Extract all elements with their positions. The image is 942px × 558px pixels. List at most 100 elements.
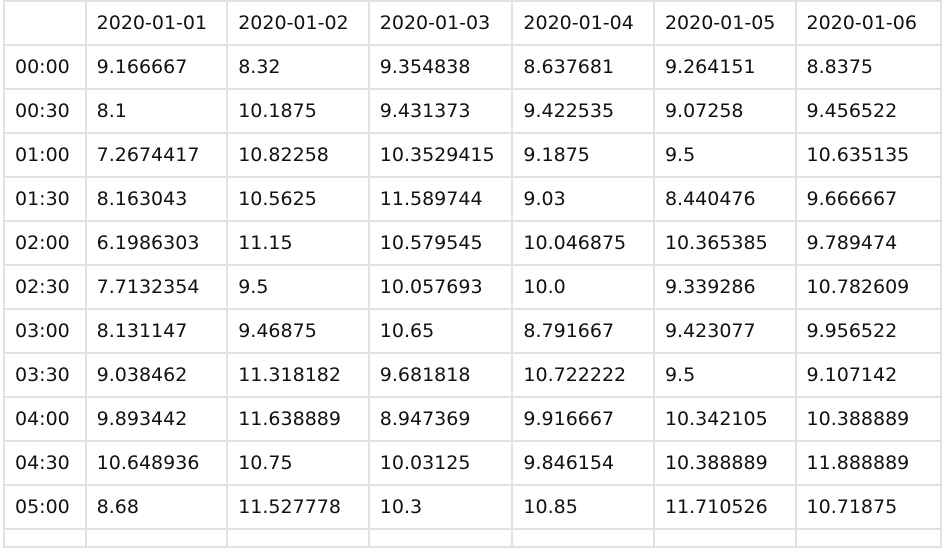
header-row: 2020-01-01 2020-01-02 2020-01-03 2020-01… xyxy=(3,0,942,46)
table-cell: 10.782609 xyxy=(794,264,942,310)
table-cell: 9.038462 xyxy=(84,352,229,398)
table-cell: 9.5 xyxy=(226,264,370,310)
table-cell: 11.527778 xyxy=(226,484,370,530)
table-cell: 9.5 xyxy=(652,132,797,178)
table-cell: 9.264151 xyxy=(652,44,797,90)
table-row: 02:30 7.7132354 9.5 10.057693 10.0 9.339286 10… xyxy=(3,264,942,310)
row-label: 01:00 xyxy=(3,132,87,178)
table-cell-empty xyxy=(3,528,87,548)
table-cell: 9.893442 xyxy=(84,396,229,442)
column-header: 2020-01-02 xyxy=(226,0,370,46)
row-label: 01:30 xyxy=(3,176,87,222)
table-cell: 9.666667 xyxy=(794,176,942,222)
table-cell: 10.5625 xyxy=(226,176,370,222)
table-cell: 10.3 xyxy=(367,484,514,530)
column-header: 2020-01-05 xyxy=(652,0,797,46)
table-cell: 11.318182 xyxy=(226,352,370,398)
row-label: 02:00 xyxy=(3,220,87,266)
table-cell: 10.03125 xyxy=(367,440,514,486)
table-cell: 9.423077 xyxy=(652,308,797,354)
table-cell: 9.681818 xyxy=(367,352,514,398)
row-label: 03:00 xyxy=(3,308,87,354)
table-cell: 10.046875 xyxy=(511,220,655,266)
table-cell: 8.68 xyxy=(84,484,229,530)
table-cell: 9.916667 xyxy=(511,396,655,442)
table-cell: 9.456522 xyxy=(794,88,942,134)
table-cell: 10.648936 xyxy=(84,440,229,486)
table-cell: 11.589744 xyxy=(367,176,514,222)
table-row: 05:00 8.68 11.527778 10.3 10.85 11.710526 10.7… xyxy=(3,484,942,530)
table-cell: 9.354838 xyxy=(367,44,514,90)
row-label: 04:00 xyxy=(3,396,87,442)
table-cell: 10.3529415 xyxy=(367,132,514,178)
table-cell-empty xyxy=(511,528,655,548)
table-cell-empty xyxy=(367,528,514,548)
table-cell: 9.956522 xyxy=(794,308,942,354)
table-cell: 8.1 xyxy=(84,88,229,134)
table-cell: 9.846154 xyxy=(511,440,655,486)
table-cell: 10.0 xyxy=(511,264,655,310)
table-row: 00:30 8.1 10.1875 9.431373 9.422535 9.07258 9.… xyxy=(3,88,942,134)
table-cell: 8.8375 xyxy=(794,44,942,90)
row-label: 00:00 xyxy=(3,44,87,90)
table-cell: 9.166667 xyxy=(84,44,229,90)
table-cell: 10.722222 xyxy=(511,352,655,398)
table-cell: 8.163043 xyxy=(84,176,229,222)
table-cell: 8.791667 xyxy=(511,308,655,354)
table-cell: 9.431373 xyxy=(367,88,514,134)
table-row: 02:00 6.1986303 11.15 10.579545 10.046875 10.… xyxy=(3,220,942,266)
table-cell: 9.1875 xyxy=(511,132,655,178)
table-cell: 10.057693 xyxy=(367,264,514,310)
table-cell: 10.388889 xyxy=(794,396,942,442)
corner-cell xyxy=(3,0,87,46)
table-cell: 10.342105 xyxy=(652,396,797,442)
table-cell: 10.388889 xyxy=(652,440,797,486)
row-label: 00:30 xyxy=(3,88,87,134)
table-cell: 10.635135 xyxy=(794,132,942,178)
table-cell: 9.03 xyxy=(511,176,655,222)
table-row: 04:30 10.648936 10.75 10.03125 9.846154 10.38… xyxy=(3,440,942,486)
column-header: 2020-01-01 xyxy=(84,0,229,46)
table-cell: 10.579545 xyxy=(367,220,514,266)
table-cell: 10.82258 xyxy=(226,132,370,178)
table-row: 01:00 7.2674417 10.82258 10.3529415 9.1875 9.… xyxy=(3,132,942,178)
row-label: 02:30 xyxy=(3,264,87,310)
table-cell: 8.440476 xyxy=(652,176,797,222)
column-header: 2020-01-04 xyxy=(511,0,655,46)
table-row: 00:00 9.166667 8.32 9.354838 8.637681 9.26415… xyxy=(3,44,942,90)
row-label: 04:30 xyxy=(3,440,87,486)
table-row-partial xyxy=(3,528,942,548)
table-row: 04:00 9.893442 11.638889 8.947369 9.916667 10… xyxy=(3,396,942,442)
table-row: 03:30 9.038462 11.318182 9.681818 10.722222 9… xyxy=(3,352,942,398)
table-cell: 9.5 xyxy=(652,352,797,398)
table-cell: 10.85 xyxy=(511,484,655,530)
table-cell: 8.32 xyxy=(226,44,370,90)
table-cell: 9.789474 xyxy=(794,220,942,266)
data-table: 2020-01-01 2020-01-02 2020-01-03 2020-01… xyxy=(3,0,942,548)
table-cell: 9.46875 xyxy=(226,308,370,354)
table-cell: 10.65 xyxy=(367,308,514,354)
table-cell: 9.07258 xyxy=(652,88,797,134)
table-cell: 11.888889 xyxy=(794,440,942,486)
table-cell-empty xyxy=(794,528,942,548)
column-header: 2020-01-06 xyxy=(794,0,942,46)
table-cell: 8.947369 xyxy=(367,396,514,442)
table-cell: 7.7132354 xyxy=(84,264,229,310)
table-cell: 9.422535 xyxy=(511,88,655,134)
table-cell: 6.1986303 xyxy=(84,220,229,266)
table-cell: 8.131147 xyxy=(84,308,229,354)
table-cell-empty xyxy=(226,528,370,548)
table-cell: 7.2674417 xyxy=(84,132,229,178)
table-cell-empty xyxy=(84,528,229,548)
table-cell: 8.637681 xyxy=(511,44,655,90)
table-cell-empty xyxy=(652,528,797,548)
table-cell: 11.710526 xyxy=(652,484,797,530)
table-row: 03:00 8.131147 9.46875 10.65 8.791667 9.42307… xyxy=(3,308,942,354)
row-label: 03:30 xyxy=(3,352,87,398)
table-cell: 10.1875 xyxy=(226,88,370,134)
table-row: 01:30 8.163043 10.5625 11.589744 9.03 8.44047… xyxy=(3,176,942,222)
table-cell: 9.339286 xyxy=(652,264,797,310)
table-cell: 11.15 xyxy=(226,220,370,266)
column-header: 2020-01-03 xyxy=(367,0,514,46)
table-cell: 9.107142 xyxy=(794,352,942,398)
